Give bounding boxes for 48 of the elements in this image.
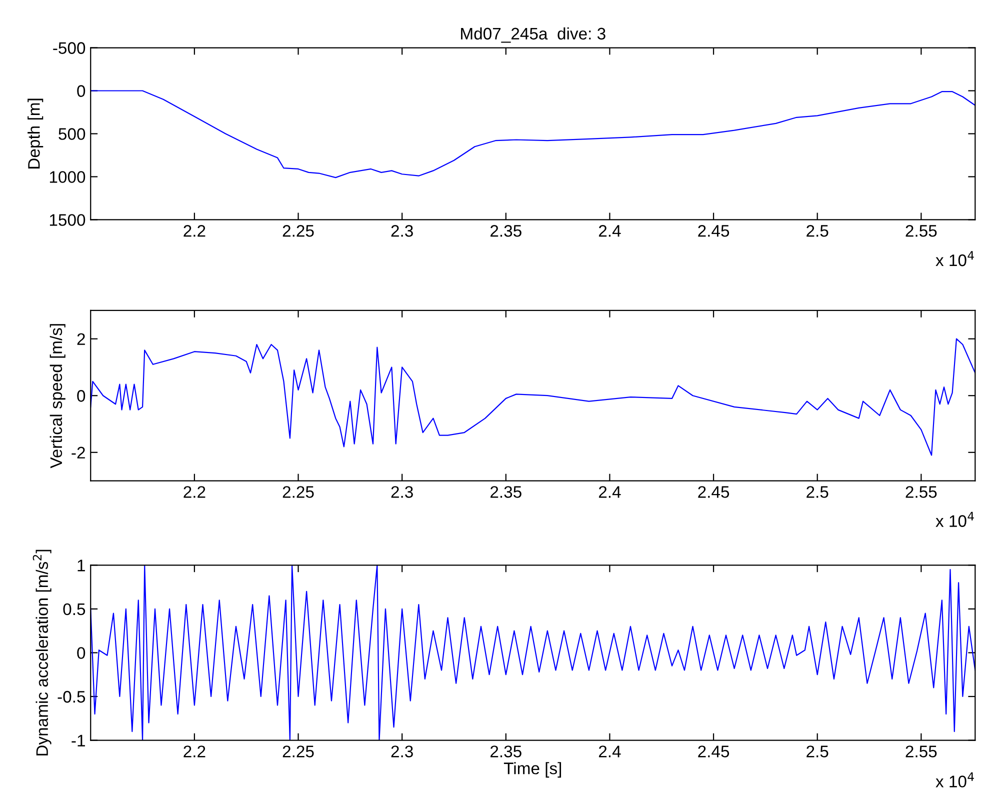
x-tick-label: 2.25 <box>282 486 314 498</box>
y-tick-label: 0 <box>77 390 86 402</box>
x-tick-label: 2.2 <box>184 486 206 498</box>
x-tick-label: 2.3 <box>391 746 413 758</box>
x-tick-label: 2.2 <box>184 746 206 758</box>
x-axis-title: Time [s] <box>504 762 562 778</box>
y-tick-label: -2 <box>72 446 85 458</box>
y-tick-label: 0.5 <box>63 603 86 616</box>
y-tick-label: 1000 <box>50 171 86 183</box>
x-tick-label: 2.4 <box>598 746 621 758</box>
x-tick-label: 2.45 <box>698 746 730 758</box>
text: x 10$^{4}$ <box>936 772 974 788</box>
y-tick-label: -500 <box>53 42 86 54</box>
y-tick-label: 1500 <box>50 214 86 226</box>
x-tick-label: 2.45 <box>698 224 730 237</box>
text: x 10$^{4}$ <box>936 251 974 266</box>
y-tick-label: 500 <box>58 128 86 140</box>
line-series <box>90 338 976 456</box>
y-tick-label: -0.5 <box>58 690 86 703</box>
x-tick-label: 2.4 <box>598 486 621 498</box>
y-tick-label: 1 <box>78 560 85 572</box>
x-tick-label: 2.5 <box>806 486 828 498</box>
line-series <box>90 565 976 740</box>
x-tick-label: 2.4 <box>598 224 621 237</box>
x-tick-label: 2.35 <box>490 224 522 237</box>
x-tick-label: 2.25 <box>282 224 314 237</box>
x-tick-label: 2.25 <box>282 746 314 758</box>
x-tick-label: 2.2 <box>184 224 206 237</box>
y-axis-title: Vertical speed [m/s] <box>50 324 66 468</box>
x-tick-label: 2.55 <box>906 486 937 498</box>
y-axis-title: Dynamic acceleration [m/s$^{2}$] <box>32 550 52 756</box>
x-tick-label: 2.3 <box>391 224 413 237</box>
x-tick-label: 2.3 <box>391 486 413 498</box>
y-tick-label: -1 <box>72 734 85 746</box>
line-series <box>90 90 976 178</box>
y-tick-label: 2 <box>77 333 85 345</box>
text: x 10$^{4}$ <box>936 512 974 527</box>
y-tick-label: 0 <box>77 647 86 659</box>
chart-title: Md07_245a dive: 3 <box>461 27 606 43</box>
x-tick-label: 2.5 <box>806 746 828 758</box>
x-tick-label: 2.55 <box>906 746 937 758</box>
y-tick-label: 0 <box>77 85 86 97</box>
x-tick-label: 2.5 <box>806 224 828 237</box>
x-tick-label: 2.35 <box>490 746 522 758</box>
y-axis-title: Depth [m] <box>28 98 44 168</box>
x-tick-label: 2.35 <box>490 486 522 498</box>
x-tick-label: 2.55 <box>906 224 937 237</box>
x-tick-label: 2.45 <box>698 486 730 498</box>
